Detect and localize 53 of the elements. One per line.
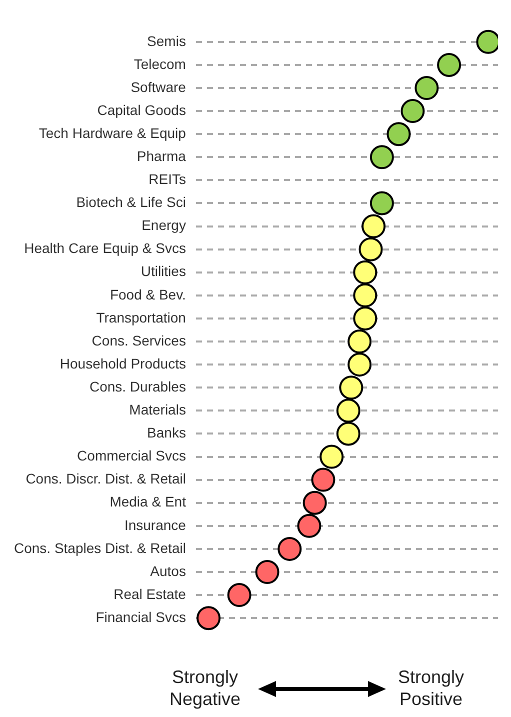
y-tick-label: Capital Goods <box>97 102 186 118</box>
y-tick-label: Pharma <box>136 148 186 164</box>
point <box>414 76 439 100</box>
y-tick-label: Commercial Svcs <box>77 448 186 464</box>
point <box>386 122 411 146</box>
y-tick-label: Cons. Discr. Dist. & Retail <box>26 470 186 487</box>
y-tick-label: Transportation <box>96 309 186 326</box>
point <box>339 376 364 400</box>
point <box>348 330 372 354</box>
point <box>278 536 302 561</box>
point <box>437 52 462 77</box>
point <box>311 468 336 492</box>
point <box>370 191 394 216</box>
point <box>353 306 378 330</box>
y-tick-label: Cons. Services <box>92 332 186 348</box>
point <box>227 583 252 608</box>
point <box>348 352 372 377</box>
y-tick-label: Semis <box>147 32 186 49</box>
point <box>297 514 322 538</box>
point <box>353 283 378 308</box>
point <box>196 606 221 630</box>
point <box>336 422 360 446</box>
y-tick-label: Insurance <box>124 516 186 533</box>
y-tick-label: Media & Ent <box>110 494 186 510</box>
y-tick-label: Food & Bev. <box>110 286 186 302</box>
y-tick-label: Materials <box>129 402 186 418</box>
point <box>400 99 425 124</box>
y-tick-label: Telecom <box>134 56 186 72</box>
point <box>336 398 360 423</box>
y-tick-label: Health Care Equip & Svcs <box>24 240 186 256</box>
y-tick-label: Real Estate <box>114 586 186 602</box>
point <box>476 30 498 54</box>
y-tick-label: Autos <box>150 562 186 579</box>
text: Strongly Negative <box>168 666 242 710</box>
text: Strongly Positive <box>396 666 466 710</box>
y-tick-label: Household Products <box>60 355 186 372</box>
point <box>353 260 378 284</box>
y-tick-label: Cons. Staples Dist. & Retail <box>14 540 186 556</box>
point <box>370 145 394 170</box>
y-tick-label: Utilities <box>140 263 186 280</box>
y-tick-label: Banks <box>147 424 186 441</box>
point <box>362 214 386 238</box>
point <box>302 490 327 515</box>
y-tick-label: Financial Svcs <box>96 608 186 625</box>
y-tick-label: Energy <box>142 217 186 234</box>
point <box>358 237 383 262</box>
y-tick-label: REITs <box>148 171 186 188</box>
y-tick-label: Biotech & Life Sci <box>76 194 186 210</box>
y-tick-label: Software <box>130 78 186 95</box>
point <box>255 560 280 584</box>
y-tick-label: Tech Hardware & Equip <box>38 124 186 141</box>
y-tick-label: Cons. Durables <box>89 378 186 394</box>
point <box>320 444 344 469</box>
